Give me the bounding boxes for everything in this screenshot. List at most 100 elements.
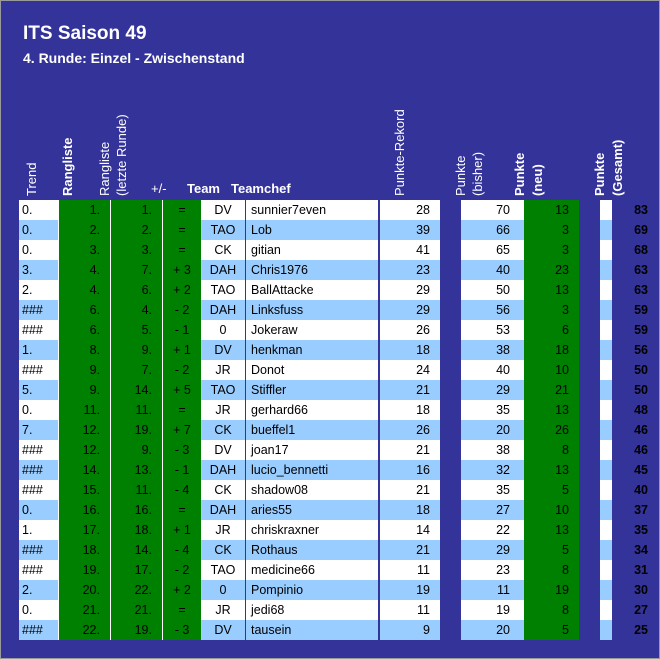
last-rank-cell: 1. <box>110 200 162 220</box>
rank-cell: 16. <box>58 500 110 520</box>
table-row: ### 19. 17. - 2 TAO medicine66 11 23 8 31 <box>19 560 648 580</box>
punkte-neu-cell: 13 <box>524 280 579 300</box>
column-gap <box>579 420 600 440</box>
last-rank-cell: 19. <box>110 420 162 440</box>
punkte-bisher-cell: 29 <box>496 383 510 397</box>
teamchef-cell: tausein <box>245 620 378 640</box>
teamchef-cell: Donot <box>245 360 378 380</box>
column-gap <box>579 380 600 400</box>
rank-cell: 3. <box>58 240 110 260</box>
column-gap <box>440 520 461 540</box>
punkte-bisher-cell: 40 <box>496 263 510 277</box>
column-gap <box>440 300 461 320</box>
last-rank-cell: 21. <box>110 600 162 620</box>
column-gap <box>440 380 461 400</box>
column-gap <box>440 340 461 360</box>
teamchef-cell: Jokeraw <box>245 320 378 340</box>
rank-cell: 12. <box>58 420 110 440</box>
diff-cell: - 3 <box>162 440 201 460</box>
teamchef-cell: BallAttacke <box>245 280 378 300</box>
page-subtitle: 4. Runde: Einzel - Zwischenstand <box>23 50 245 66</box>
header-bisher-1: Punkte <box>453 155 468 196</box>
column-gap <box>440 580 461 600</box>
table-row: ### 18. 14. - 4 CK Rothaus 21 29 5 34 <box>19 540 648 560</box>
column-gap <box>579 280 600 300</box>
punkte-bisher-cell: 29 <box>496 543 510 557</box>
punkte-gesamt-cell: 31 <box>634 563 648 577</box>
rank-cell: 21. <box>58 600 110 620</box>
rank-cell: 9. <box>58 360 110 380</box>
diff-cell: + 2 <box>162 580 201 600</box>
rank-cell: 1. <box>58 200 110 220</box>
punkte-bisher-cell: 66 <box>496 223 510 237</box>
header-diff: +/- <box>151 181 167 196</box>
last-rank-cell: 5. <box>110 320 162 340</box>
last-rank-cell: 11. <box>110 400 162 420</box>
teamchef-cell: chriskraxner <box>245 520 378 540</box>
table-row: 1. 8. 9. + 1 DV henkman 18 38 18 56 <box>19 340 648 360</box>
trend-cell: 1. <box>22 523 33 537</box>
rekord-cell: 18 <box>378 400 440 420</box>
last-rank-cell: 16. <box>110 500 162 520</box>
punkte-bisher-cell: 27 <box>496 503 510 517</box>
rekord-cell: 41 <box>378 240 440 260</box>
punkte-gesamt-cell: 56 <box>634 343 648 357</box>
team-cell: DAH <box>209 303 237 317</box>
punkte-neu-cell: 5 <box>524 540 579 560</box>
last-rank-cell: 17. <box>110 560 162 580</box>
header-team: Team <box>187 181 220 196</box>
punkte-neu-cell: 13 <box>524 460 579 480</box>
punkte-neu-cell: 13 <box>524 520 579 540</box>
column-gap <box>440 200 461 220</box>
punkte-gesamt-cell: 69 <box>634 223 648 237</box>
diff-cell: + 7 <box>162 420 201 440</box>
table-row: 1. 17. 18. + 1 JR chriskraxner 14 22 13 35 <box>19 520 648 540</box>
column-gap <box>440 460 461 480</box>
rank-cell: 6. <box>58 320 110 340</box>
diff-cell: - 2 <box>162 360 201 380</box>
rank-cell: 4. <box>58 260 110 280</box>
header-rangliste-letzte-1: Rangliste <box>97 141 112 196</box>
punkte-gesamt-cell: 35 <box>634 523 648 537</box>
table-row: 0. 11. 11. = JR gerhard66 18 35 13 48 <box>19 400 648 420</box>
rank-cell: 14. <box>58 460 110 480</box>
rekord-cell: 18 <box>378 340 440 360</box>
table-row: ### 22. 19. - 3 DV tausein 9 20 5 25 <box>19 620 648 640</box>
header-rangliste: Rangliste <box>60 137 75 196</box>
table-row: 3. 4. 7. + 3 DAH Chris1976 23 40 23 63 <box>19 260 648 280</box>
column-gap <box>440 400 461 420</box>
punkte-neu-cell: 23 <box>524 260 579 280</box>
trend-cell: 2. <box>22 283 33 297</box>
column-gap <box>440 500 461 520</box>
table-row: ### 15. 11. - 4 CK shadow08 21 35 5 40 <box>19 480 648 500</box>
rekord-cell: 24 <box>378 360 440 380</box>
team-cell: CK <box>214 543 232 557</box>
punkte-gesamt-cell: 63 <box>634 263 648 277</box>
diff-cell: = <box>162 400 201 420</box>
diff-cell: + 5 <box>162 380 201 400</box>
trend-cell: ### <box>22 363 43 377</box>
rekord-cell: 21 <box>378 540 440 560</box>
teamchef-cell: Lob <box>245 220 378 240</box>
punkte-bisher-cell: 65 <box>496 243 510 257</box>
team-cell: DV <box>214 203 232 217</box>
column-gap <box>440 260 461 280</box>
rekord-cell: 28 <box>378 200 440 220</box>
team-cell: JR <box>215 523 231 537</box>
trend-cell: ### <box>22 563 43 577</box>
trend-cell: ### <box>22 543 43 557</box>
table-row: 7. 12. 19. + 7 CK bueffel1 26 20 26 46 <box>19 420 648 440</box>
punkte-bisher-cell: 19 <box>496 603 510 617</box>
rekord-cell: 16 <box>378 460 440 480</box>
header-trend: Trend <box>24 162 39 196</box>
teamchef-cell: sunnier7even <box>245 200 378 220</box>
punkte-bisher-cell: 20 <box>496 623 510 637</box>
teamchef-cell: jedi68 <box>245 600 378 620</box>
last-rank-cell: 3. <box>110 240 162 260</box>
punkte-bisher-cell: 50 <box>496 283 510 297</box>
column-gap <box>579 460 600 480</box>
punkte-neu-cell: 13 <box>524 400 579 420</box>
column-gap <box>579 200 600 220</box>
rekord-cell: 9 <box>378 620 440 640</box>
team-cell: TAO <box>210 563 236 577</box>
